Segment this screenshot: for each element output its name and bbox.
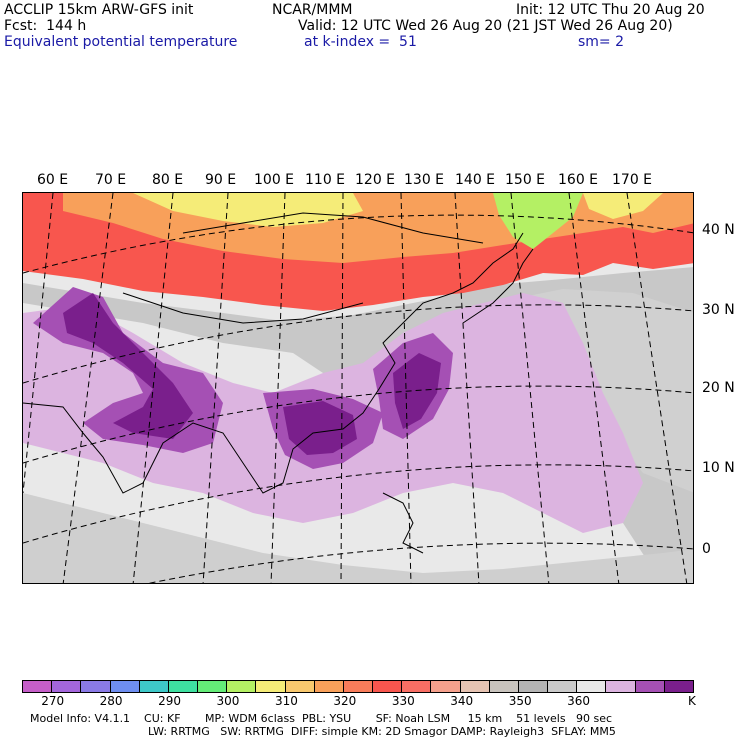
field-deep-purple-east	[393, 353, 441, 429]
longitude-label: 160 E	[558, 172, 599, 188]
colorbar-tick-label: 300	[216, 694, 240, 708]
colorbar-tick-label: 290	[158, 694, 181, 708]
colorbar-swatch	[518, 681, 549, 692]
colorbar-swatch	[52, 681, 82, 692]
colorbar-swatch	[635, 681, 665, 692]
colorbar-swatch	[402, 681, 432, 692]
footer-model-info: Model Info: V4.1.1 CU: KF MP: WDM 6class…	[30, 712, 613, 725]
colorbar-swatch	[23, 681, 53, 692]
longitude-label: 60 E	[37, 172, 69, 188]
colorbar-tick-label: 350	[508, 694, 532, 708]
field-name: Equivalent potential temperature	[4, 34, 238, 50]
colorbar-swatch	[168, 681, 199, 692]
smoothing-label: sm= 2	[578, 34, 625, 50]
colorbar-swatch	[343, 681, 374, 692]
footer-physics-info: LW: RRTMG SW: RRTMG DIFF: simple KM: 2D …	[148, 725, 616, 738]
longitude-label: 150 E	[505, 172, 546, 188]
longitude-label: 170 E	[612, 172, 653, 188]
latitude-label: 0	[702, 541, 711, 557]
colorbar-swatch	[227, 681, 257, 692]
colorbar-tick-label: 340	[450, 694, 474, 708]
colorbar-swatch	[373, 681, 403, 692]
colorbar-swatch	[314, 681, 344, 692]
valid-time: Valid: 12 UTC Wed 26 Aug 20 (21 JST Wed …	[298, 18, 673, 34]
model-title: ACCLIP 15km ARW-GFS init	[4, 2, 194, 18]
theta-e-field	[23, 193, 693, 583]
colorbar-swatch	[431, 681, 461, 692]
latitude-label: 30 N	[702, 302, 735, 318]
colorbar-unit: K	[688, 694, 696, 708]
longitude-label: 120 E	[355, 172, 396, 188]
longitude-label: 90 E	[205, 172, 237, 188]
graticule	[23, 193, 693, 583]
coastlines	[23, 212, 534, 554]
longitude-label: 110 E	[305, 172, 346, 188]
longitude-label: 130 E	[404, 172, 445, 188]
colorbar-swatch	[285, 681, 315, 692]
colorbar-swatch	[139, 681, 169, 692]
field-grey-south	[23, 493, 693, 583]
longitude-label: 70 E	[95, 172, 127, 188]
field-yellow-band	[133, 193, 363, 227]
map-panel	[22, 192, 694, 584]
colorbar-swatch	[81, 681, 111, 692]
field-yellow-patch	[583, 193, 663, 219]
colorbar-swatch	[664, 681, 693, 692]
latitude-label: 20 N	[702, 380, 735, 396]
forecast-hour: Fcst: 144 h	[4, 18, 87, 34]
colorbar-swatch	[489, 681, 519, 692]
colorbar-swatch	[198, 681, 228, 692]
latitude-label: 10 N	[702, 460, 735, 476]
colorbar-swatch	[460, 681, 490, 692]
colorbar-tick-label: 360	[567, 694, 591, 708]
colorbar-tick-label: 320	[333, 694, 357, 708]
colorbar-tick-label: 310	[274, 694, 298, 708]
field-deep-purple-india	[63, 293, 193, 439]
level-label: at k-index = 51	[304, 34, 417, 50]
colorbar-tick-label: 270	[41, 694, 65, 708]
colorbar-swatch	[577, 681, 607, 692]
colorbar-tick-label: 330	[391, 694, 415, 708]
center-label: NCAR/MMM	[272, 2, 353, 18]
colorbar-swatch	[110, 681, 140, 692]
latitude-label: 40 N	[702, 222, 735, 238]
longitude-label: 80 E	[152, 172, 184, 188]
colorbar-tick-label: 280	[99, 694, 123, 708]
colorbar-swatch	[256, 681, 286, 692]
colorbar-swatch	[606, 681, 636, 692]
init-time: Init: 12 UTC Thu 20 Aug 20	[516, 2, 705, 18]
colorbar-swatch	[548, 681, 578, 692]
longitude-label: 100 E	[254, 172, 295, 188]
colorbar	[22, 680, 694, 693]
field-deep-purple-china	[283, 401, 357, 455]
longitude-label: 140 E	[455, 172, 496, 188]
